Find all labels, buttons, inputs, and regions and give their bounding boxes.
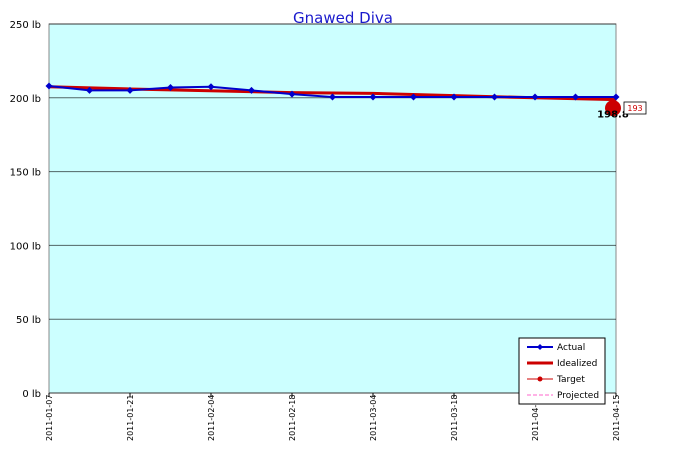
y-tick-label-150: 150 lb [10,168,41,179]
x-tick-label-2011-04-15: 2011-04-15 [612,395,621,442]
legend-marker-target [537,376,543,382]
y-tick-label-50: 50 lb [16,315,41,326]
actual-point-8 [369,93,377,101]
target-label-box: 193 [623,101,647,115]
legend: Actual Idealized Target Projected [518,337,606,405]
target-label: 193 [627,104,642,113]
legend-label-projected: Projected [557,391,599,401]
target-label-box-frame [623,101,647,115]
actual-point-0 [45,82,53,90]
y-tick-label-100: 100 lb [10,241,41,252]
x-tick-label-2011-03-04: 2011-03-04 [369,395,378,442]
actual-point-9 [410,93,417,101]
end-value-label: 198.8 [597,110,629,121]
actual-point-13 [572,93,579,101]
actual-point-3 [167,83,174,91]
gridlines [49,23,616,394]
target-point [605,100,621,117]
actual-point-11 [491,93,498,101]
actual-point-7 [329,93,336,101]
x-tick-label-2011-03-18: 2011-03-18 [450,395,459,442]
actual-point-1 [86,86,93,94]
y-tick-label-200: 200 lb [10,94,41,105]
y-tick-label-250: 250 lb [10,20,41,31]
legend-label-target: Target [556,375,585,385]
actual-point-5 [248,86,255,94]
actual-point-2 [126,86,134,94]
actual-series [45,82,620,101]
x-tick-label-2011-04-01: 2011-04-01 [531,395,540,442]
actual-point-14 [612,93,620,101]
actual-point-12 [531,93,539,101]
x-tick-label-2011-02-18: 2011-02-18 [288,395,297,442]
y-tick-label-0: 0 lb [22,389,41,400]
x-tick-label-2011-01-07: 2011-01-07 [45,395,54,442]
legend-marker-actual [537,344,543,350]
target-series [605,100,621,117]
legend-label-idealized: Idealized [557,359,597,369]
x-tick-label-2011-01-21: 2011-01-21 [126,395,135,442]
plot-area [48,23,617,394]
x-axis-tick-labels: 2011-01-07 2011-01-21 2011-02-04 2011-02-18… [45,393,621,441]
actual-point-10 [450,93,458,101]
chart-title: Gnawed Diva [293,9,393,27]
legend-box [518,337,606,405]
actual-point-6 [288,90,296,98]
legend-label-actual: Actual [557,343,585,353]
y-axis-tick-labels: 0 lb 50 lb 100 lb 150 lb 200 lb 250 lb [10,20,41,400]
x-tick-label-2011-02-04: 2011-02-04 [207,395,216,442]
actual-point-4 [207,83,215,91]
